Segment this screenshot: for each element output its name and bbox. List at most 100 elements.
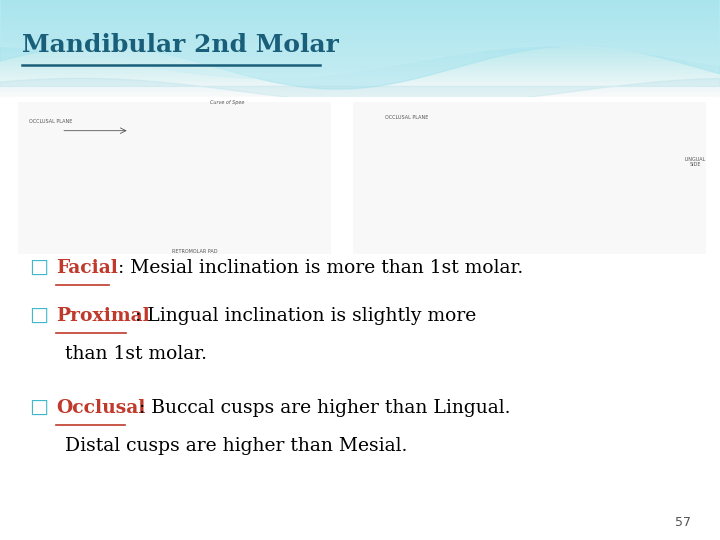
Bar xyxy=(0,48,720,49)
Bar xyxy=(0,50,720,51)
Bar xyxy=(0,22,720,23)
Bar xyxy=(18,102,331,254)
Bar xyxy=(0,63,720,64)
Bar xyxy=(0,72,720,73)
Bar xyxy=(0,24,720,25)
Bar xyxy=(0,2,720,3)
Bar xyxy=(0,40,720,42)
Bar xyxy=(0,64,720,65)
Bar xyxy=(0,55,720,56)
Bar xyxy=(0,66,720,68)
Text: Curve of Spee: Curve of Spee xyxy=(210,100,244,105)
Bar xyxy=(0,39,720,40)
Bar xyxy=(0,6,720,7)
Text: : Buccal cusps are higher than Lingual.: : Buccal cusps are higher than Lingual. xyxy=(127,399,511,417)
Bar xyxy=(0,91,720,92)
Bar xyxy=(0,82,720,83)
Bar xyxy=(0,56,720,57)
Bar xyxy=(0,44,720,45)
Bar xyxy=(0,11,720,12)
Text: Proximal: Proximal xyxy=(56,307,150,325)
Bar xyxy=(0,78,720,79)
Text: Mandibular 2nd Molar: Mandibular 2nd Molar xyxy=(22,33,338,57)
Bar xyxy=(0,90,720,91)
Bar xyxy=(0,9,720,10)
Bar xyxy=(0,44,720,45)
Text: Distal cusps are higher than Mesial.: Distal cusps are higher than Mesial. xyxy=(65,437,408,455)
Bar xyxy=(0,43,720,44)
Bar xyxy=(0,33,720,34)
Bar xyxy=(0,79,720,80)
Text: Facial: Facial xyxy=(56,259,118,276)
Bar xyxy=(0,47,720,48)
Bar xyxy=(0,89,720,90)
Bar xyxy=(0,46,720,47)
Bar xyxy=(0,49,720,50)
Bar xyxy=(0,32,720,33)
Bar xyxy=(0,80,720,81)
Bar xyxy=(0,97,720,259)
Text: OCCLUSAL PLANE: OCCLUSAL PLANE xyxy=(29,119,72,124)
Bar xyxy=(0,57,720,58)
Bar xyxy=(0,4,720,5)
Bar xyxy=(0,34,720,35)
Bar xyxy=(0,0,720,1)
Bar xyxy=(0,10,720,11)
Bar xyxy=(0,31,720,32)
Bar xyxy=(0,35,720,36)
Bar xyxy=(0,76,720,77)
Text: □: □ xyxy=(29,398,48,417)
Bar xyxy=(0,23,720,24)
Bar xyxy=(0,51,720,52)
Bar xyxy=(0,71,720,72)
Bar xyxy=(0,61,720,62)
Bar xyxy=(0,77,720,78)
Bar xyxy=(0,85,720,86)
Bar xyxy=(0,3,720,4)
Bar xyxy=(0,14,720,15)
Bar xyxy=(0,30,720,31)
Bar xyxy=(0,26,720,28)
Bar xyxy=(0,69,720,70)
Bar xyxy=(0,29,720,30)
Bar xyxy=(0,20,720,21)
Bar xyxy=(0,17,720,18)
Bar xyxy=(0,13,720,14)
Bar xyxy=(0,52,720,53)
Bar xyxy=(0,25,720,26)
Bar xyxy=(0,1,720,2)
Bar xyxy=(0,68,720,69)
Bar xyxy=(0,19,720,20)
Bar xyxy=(0,8,720,9)
Text: : Mesial inclination is more than 1st molar.: : Mesial inclination is more than 1st mo… xyxy=(112,259,523,276)
Bar xyxy=(0,87,720,88)
Bar xyxy=(0,59,720,60)
Bar xyxy=(0,92,720,93)
Text: □: □ xyxy=(29,258,48,276)
Bar xyxy=(0,86,720,87)
Bar xyxy=(0,95,720,96)
Bar xyxy=(0,5,720,6)
Bar xyxy=(0,37,720,38)
Bar xyxy=(0,73,720,74)
Text: : Lingual inclination is slightly more: : Lingual inclination is slightly more xyxy=(129,307,476,325)
Bar xyxy=(0,45,720,46)
Bar xyxy=(0,75,720,76)
Bar xyxy=(0,58,720,59)
Bar xyxy=(0,93,720,94)
Bar xyxy=(0,81,720,82)
Bar xyxy=(0,28,720,29)
Bar xyxy=(0,53,720,55)
Text: □: □ xyxy=(29,306,48,325)
Bar xyxy=(0,70,720,71)
Text: OCCLUSAL PLANE: OCCLUSAL PLANE xyxy=(385,115,428,120)
Bar xyxy=(0,21,720,22)
Bar xyxy=(0,15,720,16)
Bar xyxy=(0,96,720,97)
Bar xyxy=(0,18,720,19)
Text: Occlusal: Occlusal xyxy=(56,399,145,417)
Text: LINGUAL
SIDE: LINGUAL SIDE xyxy=(685,157,706,167)
Text: 57: 57 xyxy=(675,516,691,530)
Text: than 1st molar.: than 1st molar. xyxy=(65,345,207,363)
Bar xyxy=(0,7,720,8)
